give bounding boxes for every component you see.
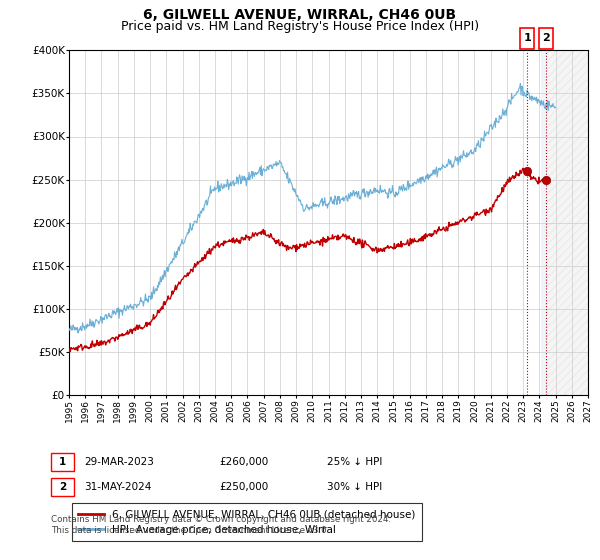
Text: Price paid vs. HM Land Registry's House Price Index (HPI): Price paid vs. HM Land Registry's House …	[121, 20, 479, 32]
Text: 1: 1	[523, 34, 531, 43]
Text: £250,000: £250,000	[219, 482, 268, 492]
Text: 25% ↓ HPI: 25% ↓ HPI	[327, 457, 382, 467]
Legend: 6, GILWELL AVENUE, WIRRAL, CH46 0UB (detached house), HPI: Average price, detach: 6, GILWELL AVENUE, WIRRAL, CH46 0UB (det…	[71, 503, 422, 542]
Bar	[541, 50, 547, 395]
Text: 31-MAY-2024: 31-MAY-2024	[84, 482, 151, 492]
Text: 2: 2	[59, 482, 66, 492]
Text: £260,000: £260,000	[219, 457, 268, 467]
Text: 2: 2	[542, 34, 550, 43]
Text: 30% ↓ HPI: 30% ↓ HPI	[327, 482, 382, 492]
Text: Contains HM Land Registry data © Crown copyright and database right 2024.
This d: Contains HM Land Registry data © Crown c…	[51, 515, 391, 535]
FancyBboxPatch shape	[539, 28, 553, 49]
FancyBboxPatch shape	[520, 28, 535, 49]
Bar	[547, 50, 588, 395]
Text: 6, GILWELL AVENUE, WIRRAL, CH46 0UB: 6, GILWELL AVENUE, WIRRAL, CH46 0UB	[143, 8, 457, 22]
Text: 1: 1	[59, 457, 66, 467]
Text: 29-MAR-2023: 29-MAR-2023	[84, 457, 154, 467]
